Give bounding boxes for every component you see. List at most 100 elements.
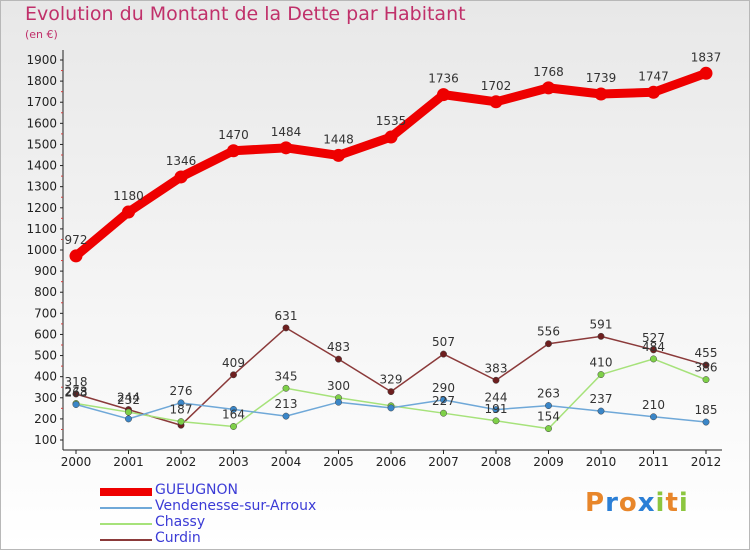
data-point (122, 205, 135, 219)
y-tick-label: 400 (34, 370, 57, 384)
y-tick-label: 300 (34, 391, 57, 405)
y-tick-label: 1400 (26, 159, 57, 173)
data-label: 1736 (428, 72, 459, 86)
data-point (72, 390, 80, 398)
data-label: 556 (537, 325, 560, 339)
data-label: 345 (275, 369, 298, 383)
y-tick-label: 1900 (26, 53, 57, 67)
data-point (492, 406, 500, 414)
data-point (335, 398, 342, 406)
logo-letter: r (605, 488, 619, 518)
data-label: 232 (117, 393, 140, 407)
data-point (597, 407, 605, 415)
x-tick-label: 2005 (323, 455, 354, 469)
logo-letter: P (585, 488, 606, 518)
data-point (699, 66, 713, 80)
data-point (227, 144, 240, 158)
y-tick-label: 200 (34, 412, 57, 426)
data-label: 631 (275, 309, 298, 323)
data-point (72, 401, 80, 408)
x-tick-label: 2003 (218, 455, 249, 469)
data-point (489, 95, 503, 109)
x-tick-label: 2012 (691, 455, 722, 469)
data-point (650, 413, 657, 421)
legend-label: Curdin (155, 530, 201, 546)
y-tick-label: 700 (34, 306, 57, 320)
x-tick-label: 2011 (638, 455, 669, 469)
data-label: 1702 (481, 79, 512, 93)
x-tick-label: 2004 (271, 455, 302, 469)
data-label: 1535 (376, 114, 407, 128)
data-point (597, 332, 605, 340)
x-tick-label: 2008 (481, 455, 512, 469)
data-point (282, 412, 290, 420)
legend-label: Vendenesse-sur-Arroux (155, 498, 317, 514)
data-label: 410 (590, 356, 613, 370)
data-label: 386 (695, 361, 718, 375)
x-tick-label: 2010 (586, 455, 617, 469)
chart-title: Evolution du Montant de la Dette par Hab… (25, 3, 466, 25)
x-tick-label: 2001 (113, 455, 144, 469)
data-label: 273 (65, 384, 88, 398)
y-tick-label: 1200 (26, 201, 57, 215)
proxiti-logo: Proxiti (585, 488, 689, 518)
data-point (177, 399, 185, 407)
y-tick-label: 1600 (26, 116, 57, 130)
data-label: 191 (485, 402, 508, 416)
data-label: 213 (275, 397, 298, 411)
y-tick-label: 1700 (26, 95, 57, 109)
data-label: 1747 (638, 69, 669, 83)
data-point (125, 408, 132, 416)
data-label: 1180 (113, 189, 144, 203)
x-tick-label: 2009 (533, 455, 564, 469)
data-label: 300 (327, 379, 350, 393)
y-tick-label: 1100 (26, 222, 57, 236)
logo-letter: o (618, 488, 638, 518)
data-label: 227 (432, 394, 455, 408)
data-point (650, 355, 657, 363)
data-point (125, 415, 132, 423)
legend-swatch (100, 488, 152, 496)
data-point (332, 148, 345, 162)
data-label: 1739 (586, 71, 617, 85)
data-label: 483 (327, 340, 350, 354)
y-tick-label: 100 (34, 433, 57, 447)
y-tick-label: 1500 (26, 137, 57, 151)
data-label: 187 (170, 403, 193, 417)
data-label: 276 (170, 384, 193, 398)
logo-letter: t (665, 488, 679, 518)
data-label: 1448 (323, 132, 354, 146)
data-label: 383 (485, 361, 508, 375)
data-point (177, 418, 185, 426)
y-tick-label: 500 (34, 349, 57, 363)
data-label: 1470 (218, 128, 249, 142)
data-point (440, 409, 447, 417)
data-label: 409 (222, 356, 245, 370)
data-point (174, 170, 188, 184)
data-point (387, 388, 395, 396)
data-point (387, 404, 395, 412)
data-point (282, 324, 290, 332)
data-point (437, 88, 450, 102)
logo-letter: i (678, 488, 689, 518)
legend-label: Chassy (155, 514, 206, 530)
data-point (440, 396, 447, 404)
data-label: 268 (65, 386, 88, 400)
logo-letter: x (637, 488, 656, 518)
data-label: 210 (642, 398, 665, 412)
data-point (492, 417, 500, 425)
data-label: 1768 (533, 65, 564, 79)
data-point (594, 87, 608, 101)
data-point (597, 371, 605, 379)
data-point (545, 425, 552, 433)
y-tick-label: 1000 (26, 243, 57, 257)
data-point (282, 384, 290, 392)
legend-swatch (100, 539, 152, 541)
data-label: 1837 (691, 50, 722, 64)
data-label: 1484 (271, 125, 302, 139)
logo-letter: i (655, 488, 666, 518)
data-point (650, 346, 657, 354)
data-point (69, 249, 83, 263)
x-tick-label: 2006 (376, 455, 407, 469)
